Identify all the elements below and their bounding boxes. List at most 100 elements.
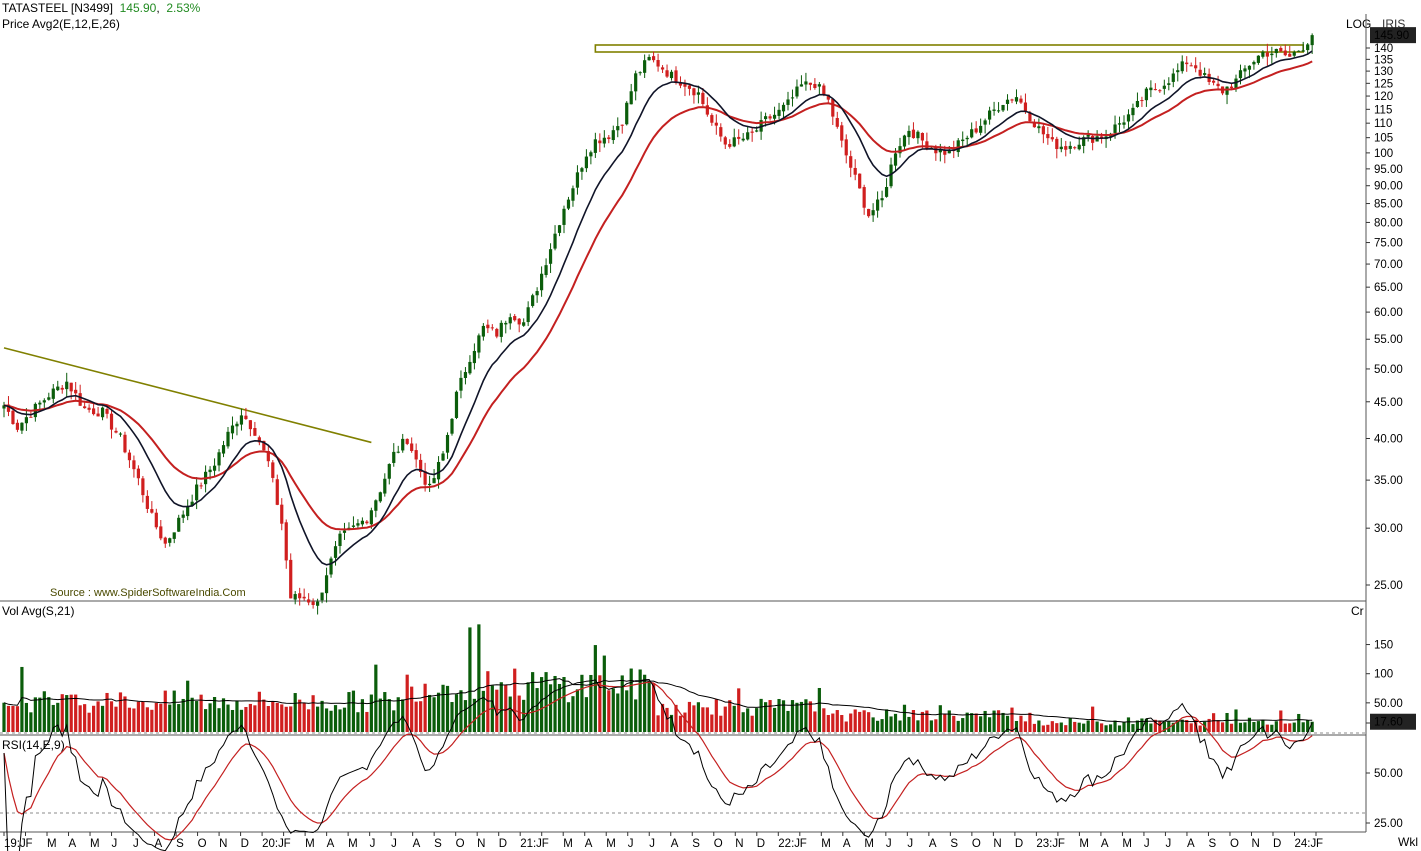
candle-body	[580, 168, 584, 172]
candle-body	[181, 514, 185, 518]
volume-bar	[504, 684, 508, 732]
candle-body	[835, 118, 839, 127]
volume-bar	[1301, 722, 1305, 732]
ema-lines	[3, 50, 1313, 566]
candle-body	[884, 186, 889, 197]
volume-bar	[1288, 723, 1292, 732]
time-tick-label: J	[907, 838, 913, 850]
candle-body	[298, 593, 302, 599]
candle-body	[1158, 90, 1162, 92]
volume-tick-label: 50.00	[1374, 698, 1403, 710]
volume-bar	[15, 706, 20, 732]
volume-bar	[60, 694, 64, 732]
volume-bar	[889, 716, 893, 732]
candle-body	[105, 408, 109, 414]
candle-body	[1189, 65, 1193, 67]
candle-body	[1086, 134, 1090, 137]
volume-bar	[643, 674, 647, 732]
candle-body	[428, 483, 432, 486]
volume-bar	[1086, 720, 1090, 732]
price-tick-label: 70.00	[1374, 259, 1403, 271]
volume-bar	[271, 701, 275, 732]
price-tick-label: 85.00	[1374, 199, 1403, 211]
volume-bar	[790, 700, 795, 732]
candle-body	[378, 492, 382, 502]
price-tick-label: 120	[1374, 91, 1393, 103]
candle-body	[889, 164, 893, 187]
candle-body	[289, 559, 293, 599]
price-tick-label: 55.00	[1374, 334, 1403, 346]
time-tick-label: 20:J	[262, 838, 284, 850]
candle-body	[1265, 52, 1269, 57]
candle-body	[383, 478, 387, 494]
candle-body	[1167, 83, 1171, 85]
price-axis: 25.00 30.00 35.00 40.00 45.00 50.00 55.00 60.00…	[1366, 43, 1403, 592]
time-tick-label: F	[1316, 838, 1323, 850]
candle-body	[47, 397, 51, 400]
volume-bar	[114, 706, 118, 732]
weekly-timeframe-label[interactable]: Wkl	[1398, 835, 1418, 849]
value-badges: 145.90 17.60	[1370, 27, 1416, 730]
candle-body	[1082, 137, 1086, 146]
volume-bar	[33, 697, 37, 732]
last-price-badge-bg	[1370, 27, 1416, 44]
candle-body	[486, 324, 490, 329]
volume-bar	[141, 701, 145, 732]
volume-bar	[74, 694, 78, 732]
header-symbol: TATASTEEL [N3499] 145.90, 2.53%	[2, 1, 201, 15]
candle-body	[705, 105, 709, 115]
candle-body	[876, 199, 880, 211]
candle-body	[168, 538, 172, 543]
candle-body	[396, 451, 400, 453]
candle-body	[540, 273, 544, 291]
volume-bar	[1108, 724, 1113, 732]
candle-body	[212, 465, 217, 471]
candle-body	[1010, 99, 1014, 101]
volume-bar	[678, 715, 683, 732]
price-tick-label: 110	[1374, 118, 1392, 130]
last-volume-badge: 17.60	[1374, 717, 1403, 729]
volume-bar	[1274, 721, 1278, 732]
candle-body	[683, 84, 687, 87]
volume-bar	[540, 677, 544, 732]
candle-body	[983, 120, 987, 125]
volume-bar	[369, 694, 373, 732]
time-tick-label: O	[198, 838, 207, 850]
volume-bar	[598, 675, 602, 732]
volume-bar	[136, 701, 140, 732]
candle-body	[531, 295, 535, 306]
candle-body	[490, 327, 494, 329]
candle-body	[943, 150, 947, 155]
price-indicator-label: Price Avg2(E,12,E,26)	[2, 17, 120, 31]
price-tick-label: 40.00	[1374, 433, 1403, 445]
candle-body	[616, 126, 620, 131]
candle-body	[1019, 98, 1023, 103]
volume-bar	[154, 702, 158, 732]
volume-bar	[938, 705, 942, 732]
candle-body	[405, 438, 409, 444]
candle-body	[450, 418, 454, 434]
candle-body	[432, 478, 436, 484]
log-toggle[interactable]: LOG	[1346, 17, 1372, 31]
candle-body	[226, 431, 230, 447]
candle-body	[907, 130, 911, 138]
candle-body	[1234, 78, 1238, 90]
rsi-lines	[3, 678, 1313, 851]
volume-bar	[374, 664, 378, 732]
volume-tick-label: 150	[1374, 640, 1393, 652]
volume-bar	[1243, 722, 1247, 732]
volume-bar	[692, 705, 696, 732]
volume-bar	[575, 689, 580, 732]
rsi-signal-line	[3, 681, 1313, 841]
candle-body	[468, 361, 472, 374]
volume-bar	[934, 719, 938, 732]
candle-body	[302, 596, 306, 599]
candle-body	[629, 91, 633, 105]
source-credit: Source : www.SpiderSoftwareIndia.Com	[50, 587, 246, 599]
candle-body	[495, 328, 499, 337]
candle-body	[132, 460, 136, 470]
time-tick-label: O	[456, 838, 465, 850]
candle-body	[1185, 62, 1189, 65]
candle-body	[831, 99, 835, 117]
